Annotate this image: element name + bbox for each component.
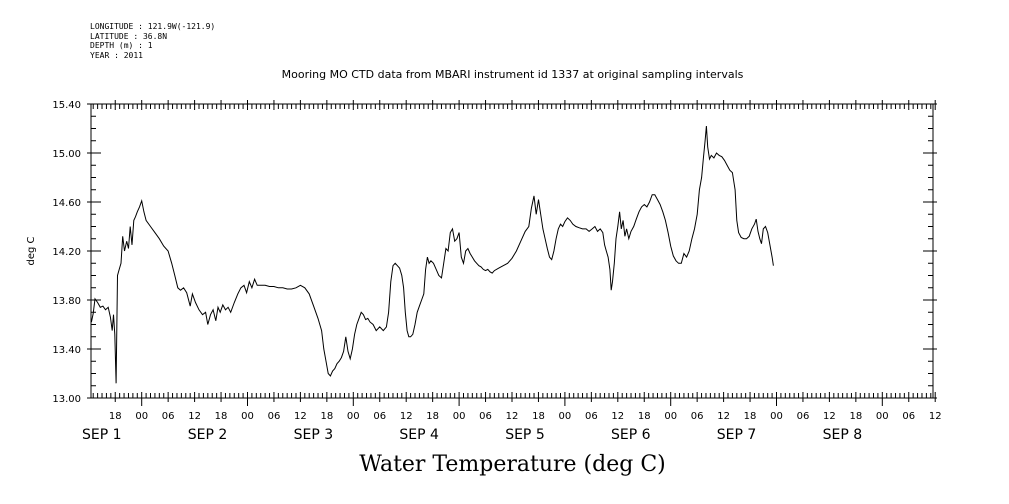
x-hour-label: 18: [744, 411, 757, 422]
x-hour-label: 12: [188, 411, 201, 422]
x-hour-label: 06: [373, 411, 386, 422]
temperature-line: [90, 125, 774, 384]
x-day-label: SEP 4: [399, 427, 439, 443]
x-hour-label: 18: [532, 411, 545, 422]
x-hour-label: 18: [320, 411, 333, 422]
y-tick-label: 15.40: [52, 100, 81, 111]
y-axis-label: deg C: [26, 236, 37, 265]
x-day-label: SEP 6: [611, 427, 651, 443]
x-day-label: SEP 7: [717, 427, 757, 443]
x-hour-label: 12: [506, 411, 519, 422]
x-hour-label: 00: [347, 411, 360, 422]
y-tick-label: 13.00: [52, 394, 81, 405]
x-hour-label: 06: [902, 411, 915, 422]
x-hour-label: 18: [215, 411, 228, 422]
x-hour-label: 06: [479, 411, 492, 422]
x-hour-label: 00: [135, 411, 148, 422]
y-tick-label: 13.80: [52, 296, 81, 307]
y-tick-label: 15.00: [52, 149, 81, 160]
x-hour-label: 00: [664, 411, 677, 422]
x-hour-label: 00: [876, 411, 889, 422]
x-hour-label: 18: [638, 411, 651, 422]
x-day-label: SEP 8: [823, 427, 863, 443]
chart-title: Mooring MO CTD data from MBARI instrumen…: [281, 68, 744, 81]
metadata-block: LONGITUDE : 121.9W(-121.9) LATITUDE : 36…: [90, 22, 215, 60]
x-hour-label: 12: [929, 411, 942, 422]
x-day-label: SEP 3: [294, 427, 334, 443]
x-day-label: SEP 5: [505, 427, 545, 443]
x-hour-label: 18: [109, 411, 122, 422]
y-tick-label: 14.60: [52, 198, 81, 209]
x-hour-label: 12: [400, 411, 413, 422]
year-text: YEAR : 2011: [90, 50, 143, 60]
x-hour-label: 18: [426, 411, 439, 422]
x-hour-label: 06: [585, 411, 598, 422]
longitude-text: LONGITUDE : 121.9W(-121.9): [90, 22, 216, 31]
depth-text: DEPTH (m) : 1: [90, 41, 153, 50]
x-hour-label: 06: [691, 411, 704, 422]
x-hour-label: 06: [797, 411, 810, 422]
x-hour-label: 00: [453, 411, 466, 422]
plot-frame: [90, 103, 934, 399]
y-tick-label: 13.40: [52, 345, 81, 356]
x-hour-label: 00: [770, 411, 783, 422]
x-day-label: SEP 2: [188, 427, 228, 443]
x-hour-label: 18: [849, 411, 862, 422]
x-hour-label: 12: [717, 411, 730, 422]
bottom-title: Water Temperature (deg C): [359, 452, 666, 477]
x-hour-label: 00: [241, 411, 254, 422]
x-hour-label: 12: [611, 411, 624, 422]
latitude-text: LATITUDE : 36.8N: [90, 31, 168, 41]
x-hour-label: 12: [294, 411, 307, 422]
x-day-label: SEP 1: [82, 427, 122, 443]
x-hour-label: 06: [268, 411, 281, 422]
y-tick-label: 14.20: [52, 247, 81, 258]
x-hour-label: 12: [823, 411, 836, 422]
x-hour-label: 00: [559, 411, 572, 422]
x-hour-label: 06: [162, 411, 175, 422]
